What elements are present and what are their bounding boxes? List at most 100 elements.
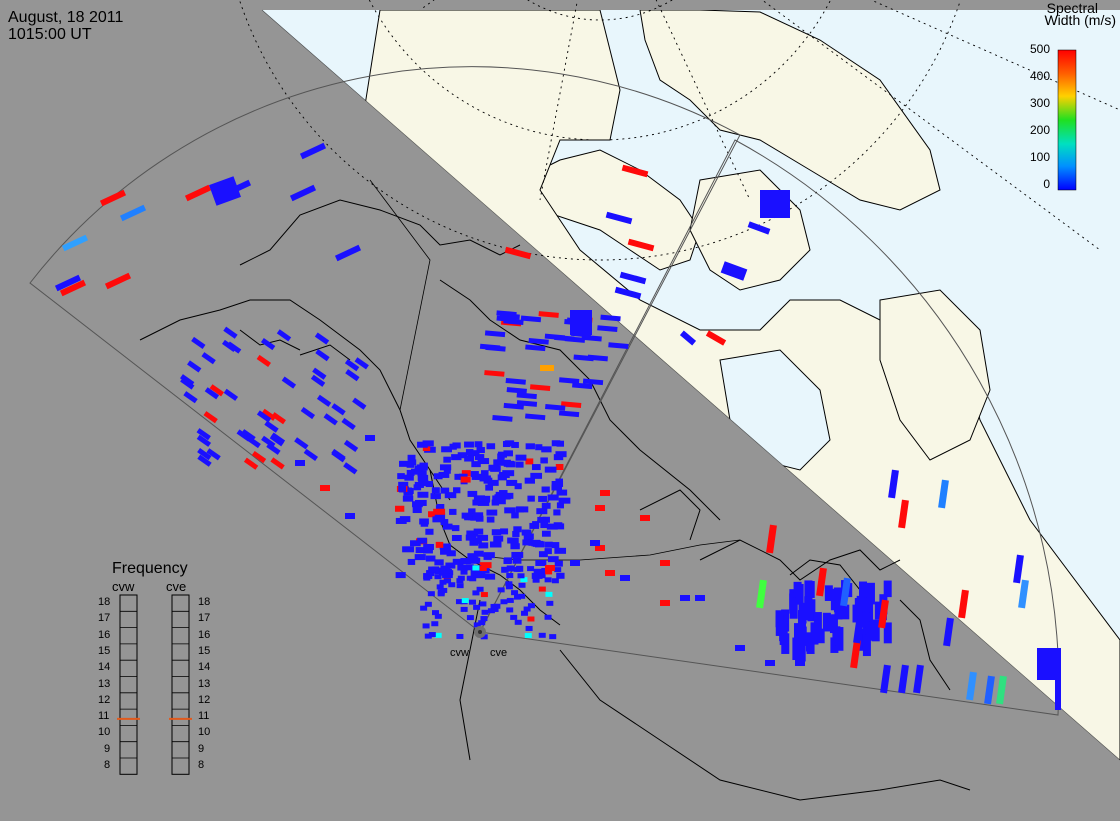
echo-cell [501, 566, 509, 573]
echo-cell [518, 582, 526, 588]
echo-cell [797, 638, 806, 662]
echo-cell [660, 560, 670, 566]
echo-cell [395, 517, 407, 524]
echo-cell [582, 378, 604, 386]
echo-cell [455, 599, 463, 605]
echo-cell [427, 591, 435, 597]
echo-cell [281, 376, 297, 389]
echo-cell [422, 445, 431, 452]
colorbar-tick-label: 200 [1029, 123, 1050, 137]
echo-cell [440, 487, 450, 494]
site-label-east: cve [490, 647, 508, 659]
echo-cell [187, 360, 202, 373]
echo-cell [269, 434, 285, 447]
echo-cell [453, 487, 461, 494]
echo-cell [442, 573, 450, 579]
echo-cell [457, 564, 469, 571]
echo-cell [515, 454, 527, 461]
echo-cell [441, 446, 452, 453]
echo-cell [553, 454, 564, 461]
echo-cell [470, 471, 479, 478]
echo-cell [554, 567, 562, 573]
echo-cell [614, 286, 642, 300]
echo-cell [433, 473, 443, 480]
echo-cell [530, 472, 543, 479]
echo-cell [816, 628, 825, 644]
echo-cell [316, 394, 332, 407]
echo-cell [431, 487, 440, 494]
echo-cell [874, 601, 883, 620]
echo-cell [506, 387, 527, 394]
echo-cell [510, 614, 518, 620]
echo-cell [490, 465, 501, 472]
echo-cell [529, 384, 551, 391]
land-greenland [639, 10, 941, 211]
echo-cell [343, 462, 358, 475]
echo-cell [209, 176, 241, 206]
freq-tick-label: 16 [198, 628, 211, 641]
frequency-box-cvw [119, 594, 138, 775]
echo-cell [271, 412, 286, 425]
echo-cell [264, 420, 279, 433]
echo-cell [451, 535, 462, 542]
echo-cell [432, 566, 440, 572]
echo-cell [558, 377, 580, 384]
echo-cell [504, 440, 515, 447]
echo-cell [883, 580, 892, 598]
echo-cell [531, 464, 541, 471]
colorbar-title-line1: Spectral [1046, 0, 1098, 16]
echo-cell [524, 633, 532, 639]
echo-cell [572, 382, 593, 390]
echo-cell [440, 548, 452, 555]
echo-cell [621, 164, 649, 178]
echo-cell [513, 566, 521, 572]
colorbar-tick-label: 500 [1029, 42, 1050, 56]
echo-cell [452, 442, 461, 449]
echo-cell [420, 605, 428, 611]
echo-cell [499, 312, 520, 320]
echo-cell [197, 454, 212, 467]
date-label: August, 18 2011 [8, 9, 124, 26]
echo-cell [966, 671, 977, 701]
echo-cell [540, 522, 549, 529]
echo-cell [343, 439, 359, 453]
echo-cell [398, 485, 406, 492]
echo-cell [487, 608, 495, 614]
echo-cell [545, 565, 555, 571]
echo-cell [485, 344, 506, 352]
echo-cell [497, 453, 505, 460]
echo-cell [522, 539, 533, 546]
echo-cell [467, 490, 478, 497]
echo-cell [472, 565, 480, 571]
echo-cell [477, 534, 489, 541]
echo-cell [312, 367, 327, 380]
echo-cell [551, 484, 562, 491]
echo-cell [438, 471, 450, 478]
terminator-line [261, 9, 1120, 761]
echo-cell [756, 579, 767, 609]
echo-cell [440, 519, 449, 526]
echo-cell [938, 479, 949, 509]
echo-cell [747, 221, 771, 235]
freq-tick-label: 14 [198, 661, 211, 674]
echo-cell [223, 326, 238, 339]
echo-cell [300, 406, 316, 420]
freq-radar-label-cvw: cvw [112, 579, 135, 594]
echo-cell [486, 509, 498, 516]
echo-cell [832, 626, 841, 646]
echo-cell [627, 238, 655, 252]
echo-cell [503, 557, 512, 564]
freq-tick-label: 8 [198, 759, 205, 771]
echo-cell [465, 564, 474, 571]
echo-cell [680, 595, 690, 601]
echo-cell [443, 456, 451, 463]
echo-cell [412, 507, 422, 514]
echo-cell [478, 542, 489, 549]
echo-cell [518, 593, 526, 599]
echo-cell [434, 574, 442, 580]
echo-cell [223, 388, 239, 401]
echo-cell [544, 614, 552, 620]
echo-cell [608, 342, 629, 349]
echo-cell [878, 599, 889, 629]
echo-cell [397, 473, 405, 480]
